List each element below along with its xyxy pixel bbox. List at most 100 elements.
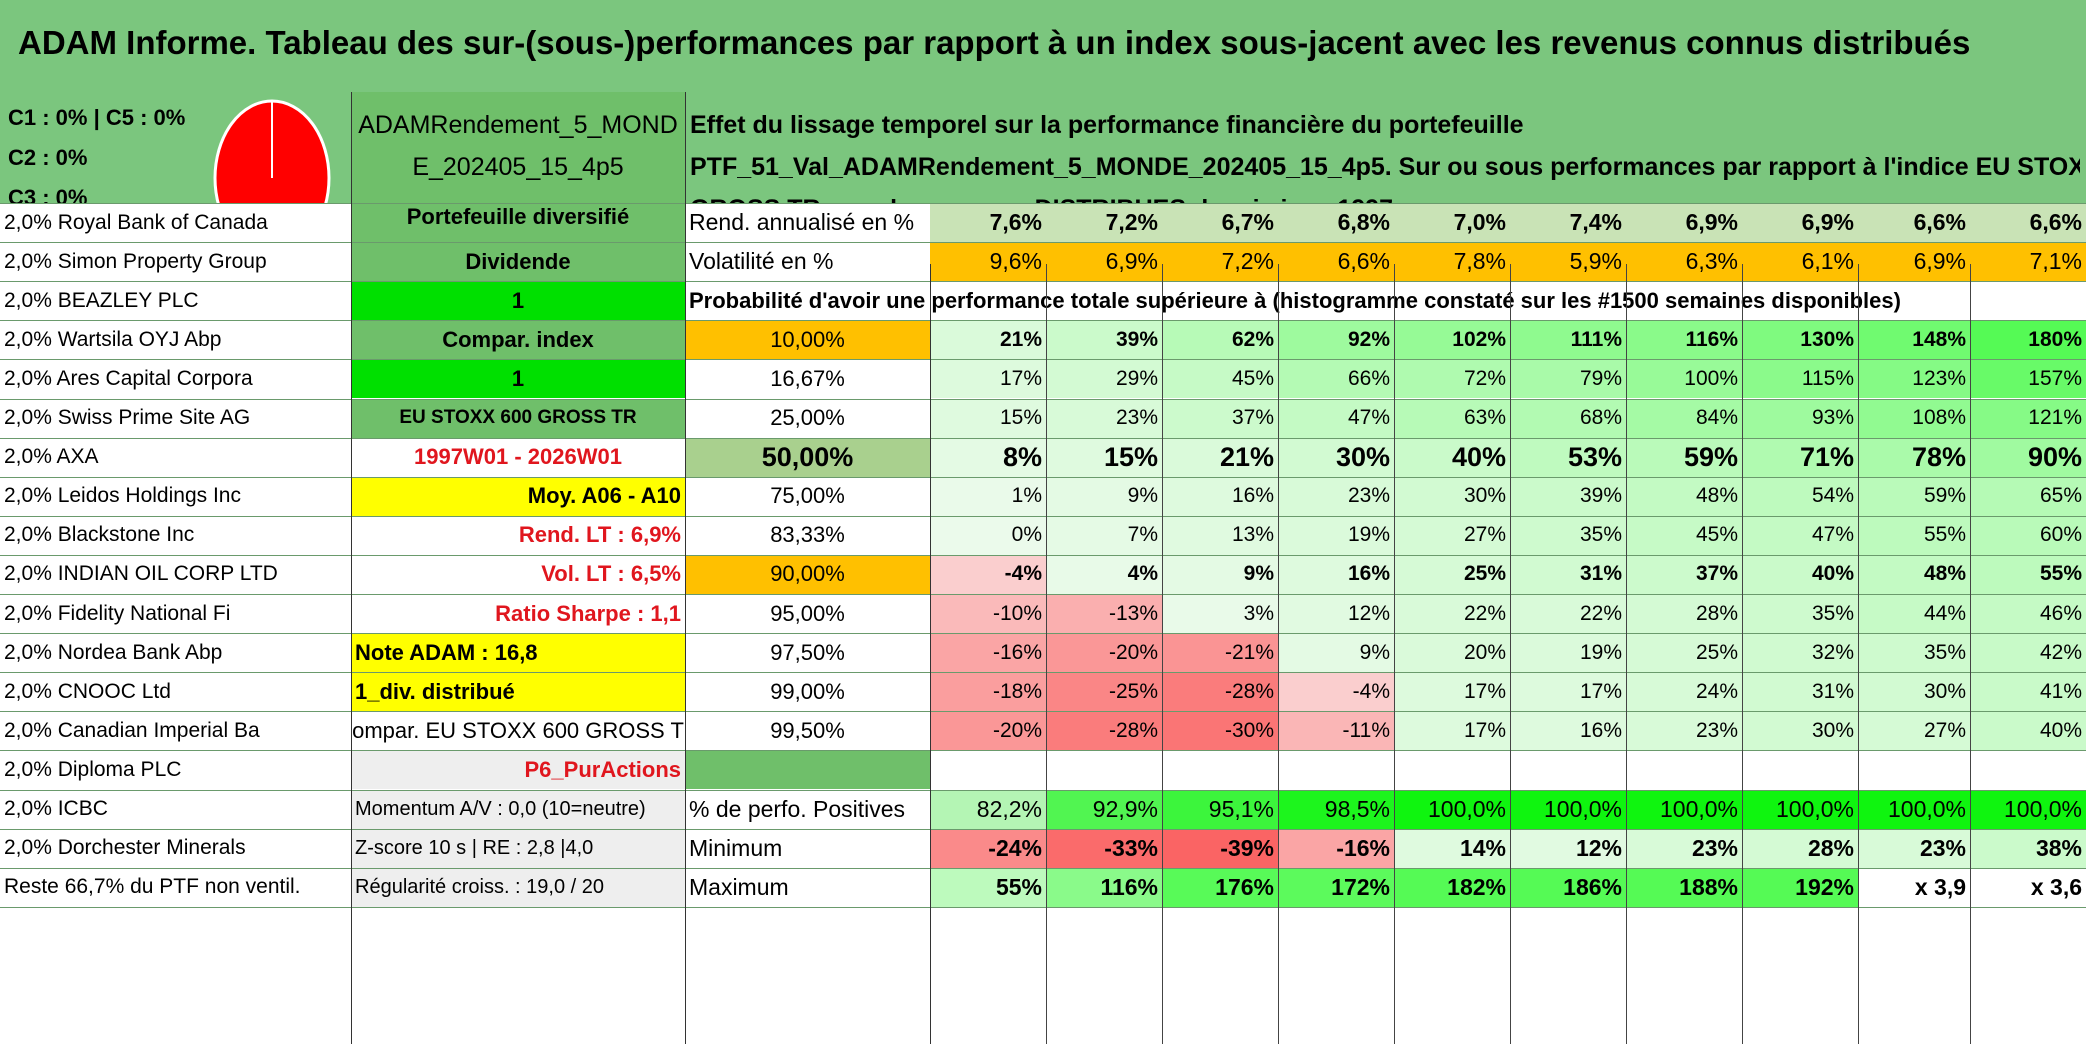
rend-label: Rend. annualisé en % (685, 203, 930, 243)
probability-value: 46% (1970, 594, 2086, 634)
probability-value: 62% (1162, 320, 1278, 360)
probability-value: 130% (1742, 320, 1858, 360)
grid-row-line (0, 515, 2086, 517)
probability-value: 90% (1970, 437, 2086, 477)
probability-value: 20% (1394, 633, 1510, 673)
grid-col-line (685, 92, 686, 1044)
minimum-value: 12% (1510, 828, 1626, 868)
grid-col-line (1394, 264, 1395, 1044)
side-info-cell: P6_PurActions (351, 750, 685, 790)
rend-value: 7,0% (1394, 203, 1510, 243)
holding-row: 2,0% Simon Property Group (0, 242, 351, 282)
maximum-value: 176% (1162, 867, 1278, 907)
probability-value: -13% (1046, 594, 1162, 634)
rend-value: 6,9% (1626, 203, 1742, 243)
probability-threshold: 50,00% (685, 437, 930, 477)
probability-value: 29% (1046, 359, 1162, 399)
probability-value: 37% (1626, 554, 1742, 594)
probability-value: 65% (1970, 476, 2086, 516)
positives-value: 100,0% (1970, 789, 2086, 829)
probability-value: 66% (1278, 359, 1394, 399)
probability-value: 3% (1162, 594, 1278, 634)
holding-row: 2,0% CNOOC Ltd (0, 672, 351, 712)
probability-value: 123% (1858, 359, 1970, 399)
vol-value: 9,6% (930, 242, 1046, 282)
probability-value: 45% (1162, 359, 1278, 399)
grid-row-line (0, 281, 2086, 283)
probability-threshold: 83,33% (685, 515, 930, 555)
holding-row: 2,0% Swiss Prime Site AG (0, 398, 351, 438)
probability-value: 93% (1742, 398, 1858, 438)
positives-value: 100,0% (1626, 789, 1742, 829)
probability-threshold: 99,00% (685, 672, 930, 712)
probability-value: 37% (1162, 398, 1278, 438)
probability-value: 24% (1626, 672, 1742, 712)
maximum-value: 172% (1278, 867, 1394, 907)
probability-value: -20% (1046, 633, 1162, 673)
side-info-cell: Ratio Sharpe : 1,1 (351, 594, 685, 634)
probability-value: 25% (1626, 633, 1742, 673)
probability-value: 108% (1858, 398, 1970, 438)
minimum-value: 23% (1858, 828, 1970, 868)
grid-row-line (0, 437, 2086, 439)
probability-value: 16% (1510, 711, 1626, 751)
holding-row: 2,0% Canadian Imperial Ba (0, 711, 351, 751)
side-info-cell: Momentum A/V : 0,0 (10=neutre) (351, 789, 685, 829)
positives-value: 95,1% (1162, 789, 1278, 829)
probability-value: 42% (1970, 633, 2086, 673)
probability-value: 55% (1858, 515, 1970, 555)
probability-value: 39% (1046, 320, 1162, 360)
probability-value: -20% (930, 711, 1046, 751)
positives-value: 92,9% (1046, 789, 1162, 829)
probability-value: 54% (1742, 476, 1858, 516)
side-info-cell: EU STOXX 600 GROSS TR (351, 398, 685, 438)
probability-value: 45% (1626, 515, 1742, 555)
probability-value: 28% (1626, 594, 1742, 634)
probability-value: 100% (1626, 359, 1742, 399)
probability-value: 79% (1510, 359, 1626, 399)
positives-value: 100,0% (1510, 789, 1626, 829)
holding-row: 2,0% Diploma PLC (0, 750, 351, 790)
grid-col-line (1510, 264, 1511, 1044)
grid-col-line (1162, 264, 1163, 1044)
holding-row: 2,0% AXA (0, 437, 351, 477)
minimum-value: 14% (1394, 828, 1510, 868)
minimum-label: Minimum (685, 828, 930, 868)
probability-value: 72% (1394, 359, 1510, 399)
vol-value: 5,9% (1510, 242, 1626, 282)
probability-value: 17% (930, 359, 1046, 399)
probability-value: 7% (1046, 515, 1162, 555)
probability-value: 71% (1742, 437, 1858, 477)
side-info-cell: Moy. A06 - A10 (351, 476, 685, 516)
maximum-value: 55% (930, 867, 1046, 907)
probability-value: 41% (1970, 672, 2086, 712)
grid-row-line (0, 828, 2086, 830)
probability-value: 102% (1394, 320, 1510, 360)
probability-value: 21% (1162, 437, 1278, 477)
probability-value: -21% (1162, 633, 1278, 673)
side-info-cell: Z-score 10 s | RE : 2,8 |4,0 (351, 828, 685, 868)
grid-row-line (0, 633, 2086, 635)
probability-value: 15% (930, 398, 1046, 438)
maximum-value: 188% (1626, 867, 1742, 907)
probability-value: 60% (1970, 515, 2086, 555)
grid-row-line (0, 359, 2086, 361)
grid-col-line (351, 92, 352, 1044)
probability-value: 32% (1742, 633, 1858, 673)
side-info-cell: Rend. LT : 6,9% (351, 515, 685, 555)
side-info-cell: 1997W01 - 2026W01 (351, 437, 685, 477)
probability-value: 48% (1626, 476, 1742, 516)
holding-row: 2,0% Ares Capital Corpora (0, 359, 351, 399)
probability-value: 180% (1970, 320, 2086, 360)
grid-row-line (0, 242, 2086, 244)
side-info-cell: Compar. index (351, 320, 685, 360)
probability-value: 31% (1742, 672, 1858, 712)
probability-value: 27% (1394, 515, 1510, 555)
probability-value: 17% (1510, 672, 1626, 712)
grid-col-line (1858, 264, 1859, 1044)
probability-threshold: 90,00% (685, 554, 930, 594)
rend-value: 6,6% (1858, 203, 1970, 243)
probability-threshold: 10,00% (685, 320, 930, 360)
probability-value: 23% (1046, 398, 1162, 438)
positives-value: 100,0% (1394, 789, 1510, 829)
